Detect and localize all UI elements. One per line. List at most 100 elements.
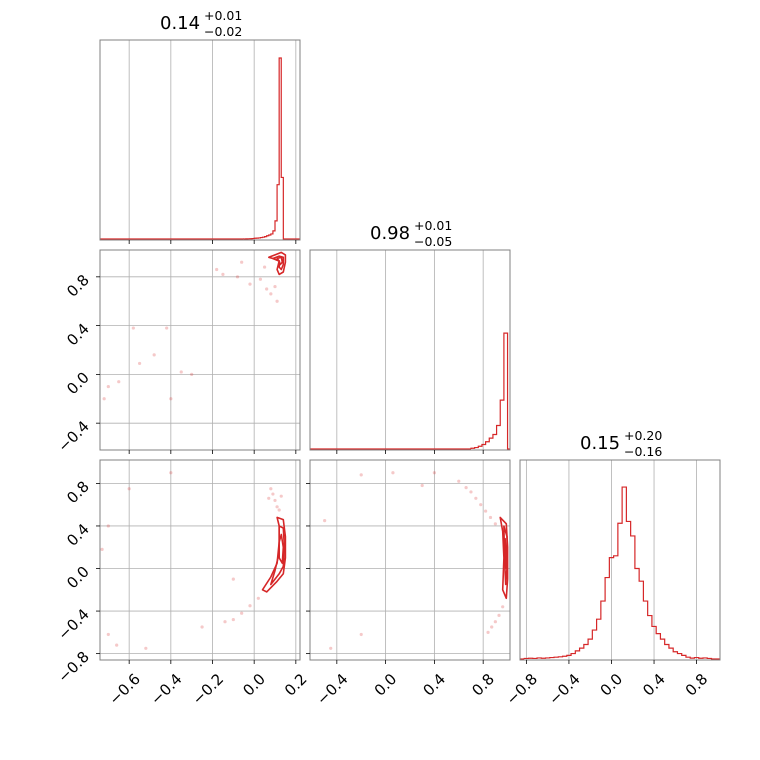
hist-panel-1-title-minus: −0.05 <box>414 234 452 249</box>
scatter-panel-p0_p1-point-7 <box>275 299 279 303</box>
scatter-panel-p1_p2-point-0 <box>464 486 468 490</box>
scatter-panel-p0_p2-ytick-label-0: −0.8 <box>54 648 92 686</box>
scatter-panel-p0_p2-point-16 <box>115 643 119 647</box>
scatter-panel-p0_p2-point-10 <box>231 617 235 622</box>
scatter-panel-p1_p2-point-19 <box>457 479 461 483</box>
hist-panel-0-title: 0.14 <box>160 13 200 34</box>
scatter-panel-p0_p1-ytick-label-2: 0.4 <box>63 320 93 350</box>
scatter-panel-p0_p2-point-5 <box>267 496 271 500</box>
scatter-panel-p1_p2-point-9 <box>493 620 497 624</box>
hist-panel-2-bin-30 <box>652 626 656 659</box>
scatter-panel-p0_p1-point-3 <box>258 277 263 281</box>
hist-panel-2-bin-20 <box>609 558 613 659</box>
hist-panel-0-line <box>243 57 300 240</box>
scatter-panel-p1_p2-point-13 <box>391 471 395 475</box>
scatter-panel-p0_p2-point-15 <box>106 632 110 637</box>
hist-panel-2-bin-15 <box>588 639 592 659</box>
scatter-panel-p1_p2-point-18 <box>420 483 424 488</box>
scatter-panel-p0_p1-point-2 <box>248 282 252 286</box>
scatter-panel-p1_p2-point-17 <box>329 646 333 650</box>
hist-panel-2-bin-24 <box>626 521 630 659</box>
hist-panel-2-bin-12 <box>575 651 579 659</box>
scatter-panel-p0_p2-point-13 <box>169 471 173 475</box>
hist-panel-2-bin-13 <box>580 648 584 659</box>
scatter-panel-p0_p1-point-17 <box>102 397 106 401</box>
hist-panel-2-title-plus: +0.20 <box>624 428 662 443</box>
scatter-panel-p0_p2-point-9 <box>240 611 244 615</box>
hist-panel-2-bin-23 <box>622 487 626 659</box>
hist-panel-1-frame <box>309 249 511 451</box>
hist-panel-1-steps <box>310 332 510 450</box>
scatter-panel-p0_p1-point-5 <box>269 292 273 296</box>
scatter-panel-p0_p2-xtick-label-2: −0.2 <box>189 670 227 708</box>
scatter-panel-p1_p2-point-15 <box>323 519 327 523</box>
hist-panel-2-bin-36 <box>677 654 681 659</box>
scatter-panel-p1_p2-contour-0 <box>499 516 509 600</box>
hist-panel-1-title-plus: +0.01 <box>414 218 452 233</box>
scatter-panel-p0_p1-ytick-label-1: 0.0 <box>63 368 93 398</box>
scatter-panel-p0_p2-xtick-label-1: −0.4 <box>147 670 185 708</box>
hist-panel-2-title: 0.15 <box>580 433 620 454</box>
scatter-panel-p0_p1-ytick-label-3: 0.8 <box>63 271 93 301</box>
hist-panel-2-bin-18 <box>601 601 605 659</box>
hist-panel-2-bin-22 <box>618 523 622 659</box>
hist-panel-2-bin-35 <box>673 652 677 659</box>
scatter-panel-p1_p2-content <box>323 471 509 650</box>
scatter-panel-p0_p1-point-16 <box>106 384 110 389</box>
scatter-panel-p0_p1-point-1 <box>235 275 240 279</box>
scatter-panel-p0_p2-xtick-label-0: −0.6 <box>105 670 143 708</box>
scatter-panel-p0_p2-point-0 <box>269 487 273 491</box>
scatter-panel-p0_p2-xtick-label-4: 0.2 <box>281 670 311 700</box>
scatter-panel-p1_p2-contour-2 <box>504 537 508 570</box>
scatter-panel-p0_p1-point-10 <box>221 272 225 276</box>
scatter-panel-p0_p2-xtick-label-3: 0.0 <box>239 670 269 700</box>
scatter-panel-p1_p2-point-5 <box>488 515 493 520</box>
hist-panel-2-line <box>523 486 720 660</box>
scatter-panel-p1_p2-point-8 <box>497 613 501 617</box>
scatter-panel-p1_p2-point-12 <box>432 471 436 475</box>
hist-panel-0-title-minus: −0.02 <box>204 24 242 39</box>
scatter-panel-p1_p2-xtick-label-0: −0.4 <box>313 670 351 708</box>
scatter-panel-p0_p1-point-6 <box>273 284 277 289</box>
scatter-panel-p0_p1-point-19 <box>179 370 183 374</box>
scatter-panel-p1_p2-xtick-label-2: 0.4 <box>420 670 450 700</box>
scatter-panel-p0_p2-contour-2 <box>278 533 285 565</box>
hist-panel-2-bin-25 <box>631 536 635 659</box>
hist-panel-2-bin-29 <box>648 616 652 659</box>
hist-panel-1-title: 0.98 <box>370 223 410 244</box>
scatter-panel-p0_p1-point-11 <box>131 326 135 330</box>
hist-panel-2-bin-27 <box>639 581 643 659</box>
scatter-panel-p0_p1-point-15 <box>117 380 121 384</box>
scatter-panel-p1_p2-xtick-label-3: 0.8 <box>468 670 498 700</box>
scatter-panel-p1_p2-xtick-label-1: 0.0 <box>371 670 401 700</box>
hist-panel-2-bin-21 <box>614 556 618 659</box>
scatter-panel-p0_p1-contour-2 <box>276 256 284 266</box>
hist-panel-2-xtick-label-1: −0.4 <box>545 670 583 708</box>
scatter-panel-p1_p2-point-3 <box>479 503 483 507</box>
scatter-panel-p0_p2-point-8 <box>248 604 252 608</box>
scatter-panel-p0_p1-point-9 <box>262 265 267 269</box>
scatter-panel-p0_p2-point-20 <box>100 547 104 551</box>
scatter-panel-p0_p2-ytick-label-3: 0.4 <box>63 520 93 550</box>
scatter-panel-p1_p2-point-10 <box>490 625 494 629</box>
scatter-panel-p0_p2-point-6 <box>279 494 283 498</box>
scatter-panel-p0_p1-ytick-label-0: −0.4 <box>54 417 92 455</box>
scatter-panel-p0_p2-ytick-label-2: 0.0 <box>63 563 93 593</box>
scatter-panel-p0_p2-contour-1 <box>269 525 286 586</box>
scatter-panel-p1_p2-point-1 <box>469 490 473 494</box>
hist-panel-2-xtick-label-0: −0.8 <box>503 670 541 708</box>
hist-panel-2-bin-34 <box>669 648 673 659</box>
scatter-panel-p0_p2-point-17 <box>144 646 148 650</box>
hist-panel-0-steps <box>100 57 300 240</box>
scatter-panel-p0_p1-point-8 <box>240 260 244 264</box>
scatter-panel-p1_p2-contour-1 <box>503 525 508 586</box>
hist-panel-2-bin-17 <box>597 619 601 659</box>
scatter-panel-p1_p2-point-7 <box>501 605 505 609</box>
scatter-panel-p1_p2-point-14 <box>359 473 363 477</box>
scatter-panel-p0_p2-ytick-label-4: 0.8 <box>63 478 93 508</box>
scatter-panel-p0_p1-point-14 <box>137 361 142 366</box>
scatter-panel-p0_p1-point-13 <box>152 353 156 357</box>
scatter-panel-p0_p2-frame <box>99 459 301 661</box>
scatter-panel-p0_p2-point-14 <box>127 487 131 491</box>
scatter-panel-p0_p1-point-18 <box>169 397 173 401</box>
